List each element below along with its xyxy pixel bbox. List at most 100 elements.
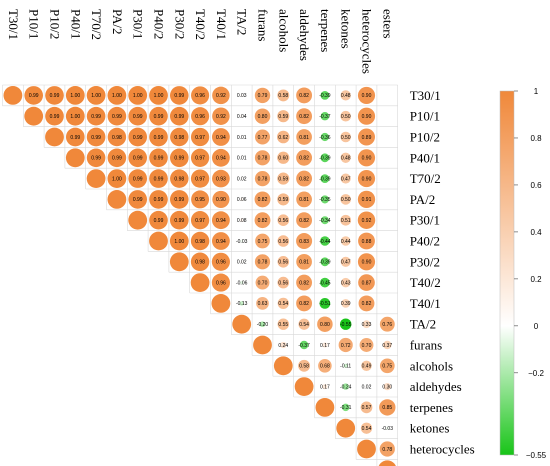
corr-value-label: -0.37 xyxy=(319,114,331,120)
corr-circle xyxy=(340,256,351,267)
corr-circle xyxy=(128,127,148,147)
corr-value-label: 0.56 xyxy=(278,280,288,286)
corr-circle xyxy=(296,108,313,125)
corr-circle xyxy=(190,169,210,188)
corr-circle xyxy=(383,340,392,350)
corr-value-label: 0.03 xyxy=(237,93,247,99)
corr-circle xyxy=(211,232,230,250)
corr-value-label: -0.44 xyxy=(319,239,331,245)
corr-value-label: 0.96 xyxy=(195,93,205,99)
row-label-p10-2: P10/2 xyxy=(410,130,440,145)
corr-value-label: 0.98 xyxy=(174,176,184,182)
corr-circle xyxy=(358,128,375,146)
corr-circle xyxy=(149,210,168,230)
corr-value-label: 0.91 xyxy=(362,197,372,203)
corr-value-label: 1.00 xyxy=(154,93,164,99)
corr-value-label: 0.99 xyxy=(133,176,143,182)
corr-circle xyxy=(320,111,330,121)
corr-circle xyxy=(342,383,349,390)
corr-circle xyxy=(343,363,348,368)
column-label-aldehydes: aldehydes xyxy=(297,9,312,61)
corr-value-label: 0.99 xyxy=(50,93,60,99)
corr-circle xyxy=(254,108,271,124)
corr-value-label: 0.99 xyxy=(174,197,184,203)
corr-circle xyxy=(320,277,330,288)
corr-value-label: 1.00 xyxy=(91,93,101,99)
diagonal-circle xyxy=(294,377,314,396)
corr-value-label: 0.48 xyxy=(341,156,351,162)
corr-value-label: 0.48 xyxy=(341,93,351,99)
corr-circle xyxy=(357,149,376,167)
corr-circle xyxy=(211,273,230,292)
corr-circle xyxy=(277,256,290,268)
column-labels: T30/1 P10/1 P10/2 P40/1 T70/2 PA/2 P30/1 P40/2 P… xyxy=(6,9,395,74)
corr-circle xyxy=(357,190,376,209)
diagonal-circle xyxy=(378,460,396,466)
corr-circle xyxy=(298,359,311,372)
corr-circle xyxy=(254,87,271,104)
corr-circle xyxy=(45,86,64,105)
corr-value-label: 0.94 xyxy=(216,156,226,162)
corr-circle xyxy=(149,190,168,209)
row-label-alcohols: alcohols xyxy=(410,358,453,373)
corr-circle xyxy=(379,441,395,457)
corr-circle xyxy=(358,232,375,250)
corr-circle xyxy=(338,337,353,353)
diagonal-circle xyxy=(273,356,293,376)
column-label-furans: furans xyxy=(256,9,271,42)
corr-circle xyxy=(357,107,376,125)
corr-circle xyxy=(277,214,290,226)
corr-circle xyxy=(190,252,210,272)
corr-value-label: 0.56 xyxy=(278,260,288,266)
corr-circle xyxy=(358,274,375,291)
corr-value-label: 0.78 xyxy=(258,260,268,266)
corr-value-label: 0.33 xyxy=(362,322,372,328)
row-label-p40-2: P40/2 xyxy=(410,234,440,249)
corr-circle xyxy=(149,127,168,147)
corr-circle xyxy=(24,86,44,105)
corr-value-label: -0.45 xyxy=(319,280,331,286)
column-label-p40-1: P40/1 xyxy=(68,9,83,39)
corr-circle xyxy=(212,190,230,208)
diagonal-circle xyxy=(24,106,44,126)
corr-value-label: 0.44 xyxy=(341,239,351,245)
corr-circle xyxy=(239,218,244,223)
corr-value-label: 0.55 xyxy=(278,322,288,328)
corr-value-label: 0.82 xyxy=(299,93,309,99)
corr-value-label: 0.59 xyxy=(278,197,288,203)
corr-value-label: -0.03 xyxy=(382,426,394,432)
corr-value-label: 0.49 xyxy=(362,364,372,370)
corr-value-label: 0.58 xyxy=(299,364,309,370)
corr-circle xyxy=(169,210,189,230)
corr-circle xyxy=(169,190,189,209)
corr-value-label: 0.94 xyxy=(216,218,226,224)
column-label-t40-2: T40/2 xyxy=(193,9,208,40)
corr-circle xyxy=(322,384,328,390)
corr-circle xyxy=(212,169,230,188)
corr-value-label: 0.62 xyxy=(278,135,288,141)
corr-circle xyxy=(341,403,350,412)
corr-circle xyxy=(320,216,329,225)
corr-circle xyxy=(360,422,373,434)
corr-circle xyxy=(107,127,127,147)
corr-value-label: 0.78 xyxy=(258,156,268,162)
corr-circle xyxy=(340,173,351,184)
column-label-p30-2: P30/2 xyxy=(172,9,187,39)
row-label-p30-2: P30/2 xyxy=(410,254,440,269)
corr-circle xyxy=(254,212,271,229)
row-label-ta-2: TA/2 xyxy=(410,317,436,332)
row-label-p40-1: P40/1 xyxy=(410,150,440,165)
corr-value-label: 0.99 xyxy=(112,156,122,162)
corr-circle xyxy=(357,86,376,104)
corr-value-label: 0.70 xyxy=(362,343,372,349)
corr-circle xyxy=(211,211,230,230)
corr-circle xyxy=(256,297,269,310)
corr-value-label: 0.50 xyxy=(341,197,351,203)
corr-circle xyxy=(254,254,271,270)
corr-circle xyxy=(320,91,330,100)
corr-circle xyxy=(280,341,287,349)
row-label-t70-2: T70/2 xyxy=(410,171,441,186)
corr-value-label: -0.34 xyxy=(319,218,331,224)
corr-value-label: 0.01 xyxy=(237,135,247,141)
diagonal-circle xyxy=(65,148,85,168)
